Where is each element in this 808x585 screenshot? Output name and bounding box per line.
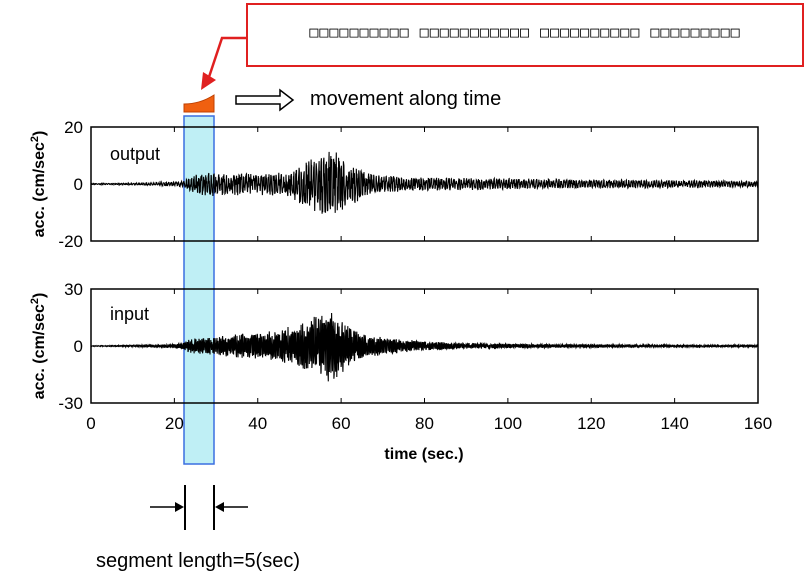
analysis-window <box>183 115 215 465</box>
callout-pointer-arrowhead <box>201 72 216 90</box>
movement-label: movement along time <box>310 88 502 110</box>
callout-text: □□□□□□□□□□ □□□□□□□□□□□ □□□□□□□□□□ □□□□□□… <box>309 23 741 41</box>
xtick-label: 40 <box>248 414 267 433</box>
xtick-label: 120 <box>577 414 605 433</box>
xtick-label: 100 <box>494 414 522 433</box>
signal-layer <box>90 151 759 382</box>
xtick-label: 60 <box>332 414 351 433</box>
input-ylabel: acc. (cm/sec2) <box>29 293 48 400</box>
input-signal-trace <box>90 312 759 382</box>
output-signal-trace <box>90 151 759 214</box>
input-panel-label: input <box>110 304 149 324</box>
xtick-label: 20 <box>165 414 184 433</box>
output-ytick-label: -20 <box>58 232 83 251</box>
xtick-label: 80 <box>415 414 434 433</box>
segment-left-arrow-head <box>175 502 184 512</box>
callout-box: □□□□□□□□□□ □□□□□□□□□□□ □□□□□□□□□□ □□□□□□… <box>246 3 804 67</box>
segment-length-label: segment length=5(sec) <box>96 550 301 572</box>
output-ytick-label: 20 <box>64 118 83 137</box>
output-panel-label: output <box>110 144 160 164</box>
x-axis-label: time (sec.) <box>384 446 463 463</box>
input-ytick-label: 0 <box>74 337 83 356</box>
input-ytick-label: 30 <box>64 280 83 299</box>
input-ytick-label: -30 <box>58 394 83 413</box>
xtick-label: 140 <box>660 414 688 433</box>
xtick-label: 0 <box>86 414 95 433</box>
callout-pointer-line <box>206 36 246 81</box>
wedge-marker <box>183 94 215 113</box>
output-ylabel: acc. (cm/sec2) <box>29 131 48 238</box>
xtick-label: 160 <box>744 414 772 433</box>
segment-right-arrow-head <box>215 502 224 512</box>
output-ytick-label: 0 <box>74 175 83 194</box>
movement-arrow <box>235 88 295 112</box>
